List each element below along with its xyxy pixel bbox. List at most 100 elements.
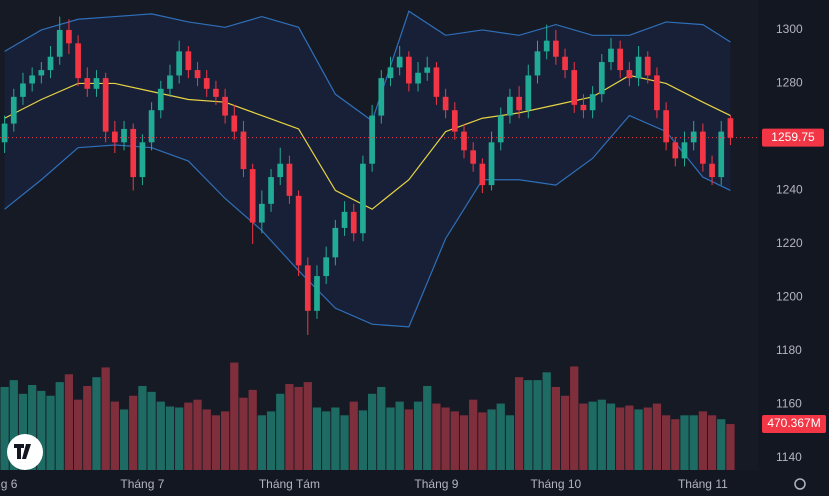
volume-bar [570, 366, 579, 470]
volume-bar [331, 407, 340, 470]
volume-bar [257, 415, 266, 470]
candle-body [47, 56, 54, 71]
volume-bar [9, 380, 18, 470]
candle-body [589, 94, 596, 111]
volume-bar [0, 386, 9, 470]
candle-body [525, 75, 532, 111]
candle-body [139, 142, 146, 178]
volume-bar [119, 409, 129, 470]
volume-bar [37, 390, 46, 470]
volume-bar [110, 401, 119, 470]
candle-body [442, 96, 449, 111]
gear[interactable] [794, 478, 806, 490]
volume-bar [129, 395, 138, 470]
candle-body [295, 195, 302, 266]
volume-bar [276, 393, 285, 470]
volume-bar [698, 411, 708, 470]
candle-body [332, 227, 339, 258]
candle-body [1, 123, 8, 143]
candle-body [56, 29, 63, 57]
candle-body [626, 70, 633, 79]
candle-body [470, 150, 477, 164]
candle-body [222, 96, 228, 116]
candle-body [534, 51, 541, 76]
candle-body [415, 72, 421, 84]
volume-bar [202, 409, 211, 470]
volume-bar [285, 384, 294, 470]
volume-bar [147, 391, 156, 470]
candle-body [167, 75, 173, 89]
last-price-tag [762, 128, 824, 147]
band-basis [4, 74, 731, 210]
candle-body [516, 96, 522, 111]
volume-bar [726, 424, 735, 470]
volume-bar [230, 362, 239, 470]
x-tick-label: Tháng 11 [678, 477, 728, 491]
candle-body [314, 276, 320, 311]
tv-logo [7, 434, 43, 470]
candle-body [304, 265, 311, 311]
candle-body [130, 128, 137, 178]
candle-body [654, 75, 660, 111]
volume-bar [211, 415, 221, 470]
candle-body [571, 70, 578, 105]
y-tick-label: 1140 [776, 450, 802, 464]
candle-body [369, 115, 375, 164]
y-tick-label: 1160 [776, 397, 802, 411]
last-price-label: 1259.75 [771, 130, 815, 144]
candle-body [84, 78, 91, 89]
candle-body [635, 56, 642, 79]
candle-body [240, 131, 247, 170]
candle-body [341, 211, 348, 228]
volume-bar [634, 409, 643, 470]
volume-bar [459, 415, 469, 470]
volume-bar [689, 415, 698, 470]
volume-bar [349, 401, 358, 470]
candle-body [38, 70, 45, 76]
candle-body [378, 78, 385, 116]
candle-body [488, 142, 495, 186]
candle-body [543, 40, 550, 52]
y-tick-label: 1200 [776, 290, 803, 304]
volume-bar [175, 407, 184, 470]
candle-body [479, 163, 486, 186]
candle-body [598, 62, 605, 95]
candle-body [617, 48, 624, 71]
candle-body [727, 118, 734, 138]
candle-body [277, 163, 284, 178]
volume-bar [92, 377, 101, 470]
volume-bar [28, 385, 37, 470]
volume-bar [496, 403, 505, 470]
candle-body [268, 177, 274, 204]
candle-body [580, 104, 587, 111]
candle-body [461, 131, 467, 151]
volume-bar [101, 367, 110, 470]
volume-bar [220, 411, 230, 470]
candle-body [286, 163, 293, 196]
x-tick-label: Tháng 10 [531, 477, 582, 491]
volume-bar [395, 401, 404, 470]
volume-bar [340, 415, 349, 470]
candle-body [20, 83, 26, 97]
volume-bar [83, 385, 92, 470]
candle-body [194, 70, 201, 79]
candle-body [157, 88, 164, 111]
candle-body [185, 51, 192, 71]
band-fill [4, 11, 731, 327]
candle-body [396, 56, 403, 68]
volume-bar [404, 409, 413, 470]
settings-icon[interactable] [794, 478, 806, 490]
candle-body [709, 163, 715, 178]
volume-bar [616, 407, 625, 470]
candle-body [323, 257, 330, 277]
candle-body [387, 67, 394, 79]
volume-bar [386, 407, 395, 470]
candle-body [672, 142, 679, 159]
candle-body [213, 88, 219, 97]
x-tick-label: Tháng 9 [414, 477, 458, 491]
volume-bar [138, 385, 147, 470]
volume-bar [55, 382, 64, 470]
candle-body [112, 131, 118, 143]
x-tick-label: Tháng 7 [120, 477, 164, 491]
